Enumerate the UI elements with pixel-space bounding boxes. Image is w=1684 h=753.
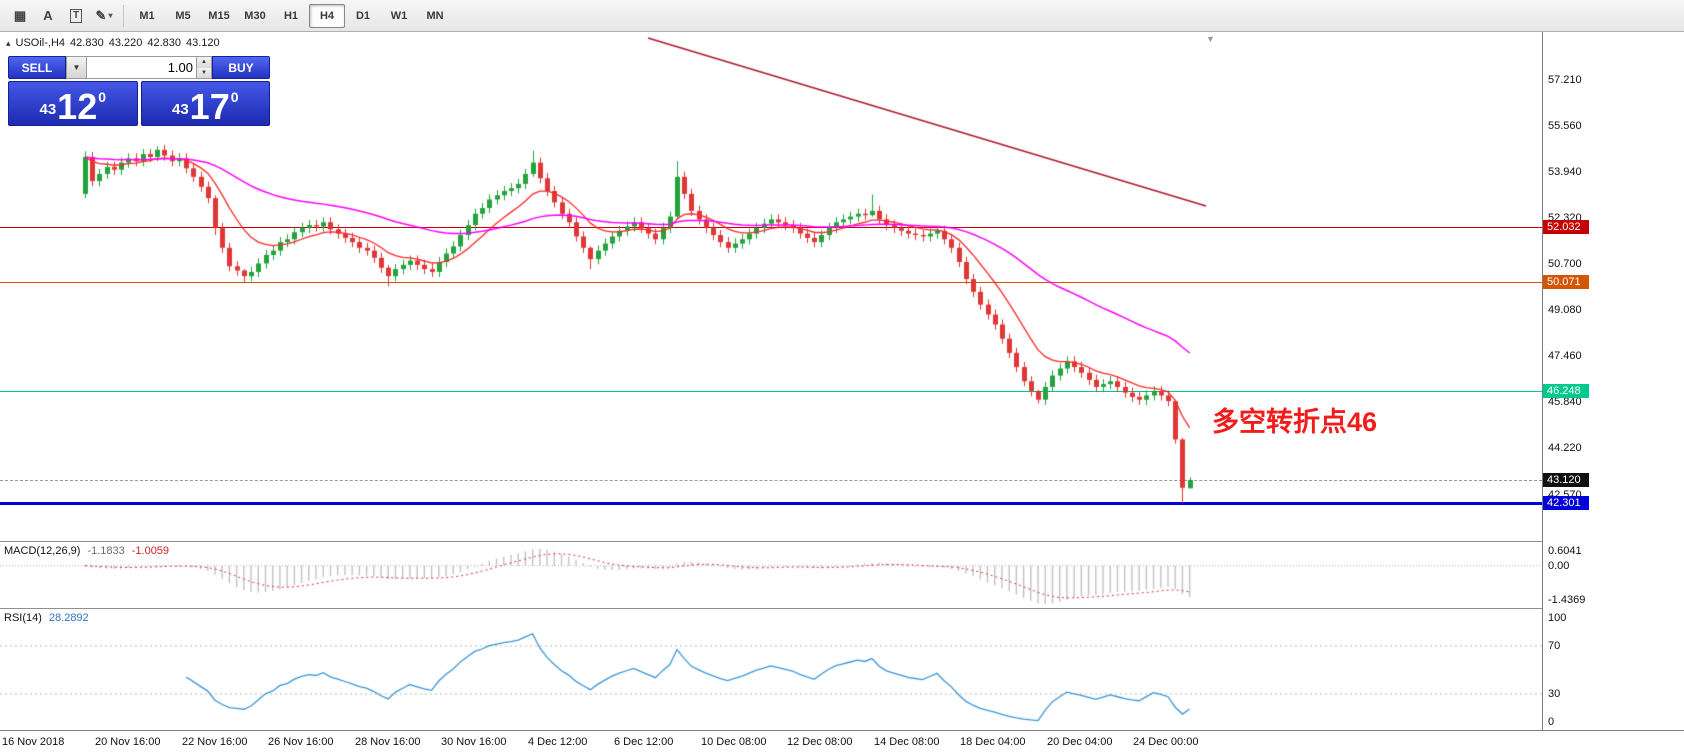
timeframe-MN[interactable]: MN	[426, 9, 444, 22]
chevron-down-icon: ▾	[108, 11, 113, 20]
macd-axis-max: 0.6041	[1548, 545, 1582, 557]
panel-divider-price-macd[interactable]	[0, 541, 1684, 542]
rsi-value: 28.2892	[48, 612, 89, 624]
quote-low: 42.830	[147, 37, 182, 49]
buy-button[interactable]: BUY	[212, 56, 270, 79]
macd-indicator-label: MACD(12,26,9) -1.1833 -1.0059	[4, 545, 169, 557]
quote-close: 43.120	[186, 37, 220, 49]
quote-high: 43.220	[108, 37, 143, 49]
quote-open: 42.830	[70, 37, 104, 49]
time-axis-label: 22 Nov 16:00	[182, 736, 248, 748]
timeframe-W1[interactable]: W1	[390, 9, 408, 22]
price-axis-label: 57.210	[1548, 73, 1582, 86]
quote-line: ▴ USOil-,H4 42.830 43.220 42.830 43.120	[6, 37, 220, 49]
price-axis-label: 50.700	[1548, 258, 1582, 271]
macd-label-text: MACD(12,26,9)	[4, 545, 81, 557]
toolbar: ▦ A T ✎ ▾ M1 M5 M15 M30 H1 H4 D1 W1 MN	[0, 0, 1684, 32]
sell-price-prefix: 43	[39, 101, 57, 118]
chart-annotation-text[interactable]: 多空转折点46	[1212, 407, 1378, 437]
price-axis[interactable]: 0.6041 0.00 -1.4369 100 70 30 0 52.032 50…	[1542, 32, 1684, 730]
timeframe-buttons: M1 M5 M15 M30 H1 H4 D1 W1 MN	[129, 3, 453, 28]
macd-value-signal: -1.0059	[131, 545, 170, 557]
time-axis-label: 24 Dec 00:00	[1133, 736, 1199, 748]
sell-price-display[interactable]: 43 12 0	[8, 81, 138, 126]
price-tag-50.071[interactable]: 50.071	[1543, 275, 1589, 290]
timeframe-H4[interactable]: H4	[309, 3, 345, 28]
volume-down-button[interactable]: ▼	[197, 67, 211, 78]
time-axis-label: 16 Nov 2018	[2, 736, 65, 748]
toolbar-drawing-tools-icon[interactable]: ✎ ▾	[90, 3, 118, 29]
volume-input[interactable]	[87, 56, 197, 79]
time-axis[interactable]: 16 Nov 2018 20 Nov 16:00 22 Nov 16:00 26 No…	[0, 730, 1684, 753]
buy-price-prefix: 43	[171, 101, 189, 118]
toolbar-icon-group: ▦ A T ✎ ▾	[6, 3, 118, 29]
one-click-trading-panel: SELL ▼ ▲ ▼ BUY 43 12 0 43 17 0	[8, 56, 270, 126]
time-axis-label: 10 Dec 08:00	[701, 736, 767, 748]
timeframe-M5[interactable]: M5	[175, 9, 191, 22]
toolbar-grid-icon[interactable]: ▦	[6, 3, 34, 29]
rsi-axis-30: 30	[1548, 688, 1561, 700]
price-tag-42.301[interactable]: 42.301	[1543, 495, 1589, 510]
timeframe-M15[interactable]: M15	[208, 9, 230, 22]
timeframe-D1[interactable]: D1	[355, 9, 371, 22]
panel-divider-macd-rsi[interactable]	[0, 608, 1684, 609]
price-axis-label: 49.080	[1548, 304, 1582, 317]
text-label-icon: A	[43, 8, 53, 23]
buy-price-big: 17	[189, 86, 230, 127]
price-axis-label: 55.560	[1548, 120, 1582, 133]
price-axis-label: 53.940	[1548, 166, 1582, 179]
rsi-label-text: RSI(14)	[4, 612, 42, 624]
time-axis-label: 18 Dec 04:00	[960, 736, 1026, 748]
macd-value-main: -1.1833	[87, 545, 125, 557]
rsi-indicator-label: RSI(14) 28.2892	[4, 612, 89, 624]
macd-axis-min: -1.4369	[1548, 594, 1586, 606]
volume-up-button[interactable]: ▲	[197, 57, 211, 68]
time-axis-label: 20 Nov 16:00	[95, 736, 161, 748]
grid-icon: ▦	[13, 7, 27, 23]
price-axis-label: 45.840	[1548, 396, 1582, 409]
text-box-icon: T	[69, 8, 83, 23]
macd-axis-zero: 0.00	[1548, 559, 1570, 572]
toolbar-text-label-icon[interactable]: A	[34, 3, 62, 29]
one-click-toggle-icon[interactable]: ▴	[6, 37, 11, 48]
rsi-axis-100: 100	[1548, 612, 1567, 624]
price-axis-label: 44.220	[1548, 442, 1582, 455]
rsi-axis-0: 0	[1548, 716, 1555, 728]
timeframe-H1[interactable]: H1	[283, 9, 299, 22]
volume-dropdown-button[interactable]: ▼	[66, 56, 87, 79]
sell-price-sup: 0	[98, 89, 107, 105]
toolbar-text-box-icon[interactable]: T	[62, 3, 90, 29]
time-axis-label: 30 Nov 16:00	[441, 736, 507, 748]
price-axis-label: 47.460	[1548, 350, 1582, 363]
volume-spinner: ▲ ▼	[197, 56, 212, 79]
sell-price-big: 12	[57, 86, 98, 127]
time-axis-label: 12 Dec 08:00	[787, 736, 853, 748]
buy-price-sup: 0	[230, 89, 239, 105]
timeframe-M30[interactable]: M30	[244, 9, 266, 22]
time-axis-label: 6 Dec 12:00	[614, 736, 674, 748]
time-axis-label: 14 Dec 08:00	[874, 736, 940, 748]
toolbar-separator	[123, 4, 124, 27]
price-tag-52.032[interactable]: 52.032	[1543, 219, 1589, 234]
time-axis-label: 28 Nov 16:00	[355, 736, 421, 748]
price-tag-46.248[interactable]: 46.248	[1543, 383, 1589, 398]
time-axis-label: 26 Nov 16:00	[268, 736, 334, 748]
chart-shift-marker-icon: ▼	[1206, 34, 1215, 44]
sell-button[interactable]: SELL	[8, 56, 66, 79]
time-axis-label: 20 Dec 04:00	[1047, 736, 1113, 748]
price-tag-43.120[interactable]: 43.120	[1543, 472, 1589, 487]
symbol-timeframe-label: USOil-,H4	[15, 37, 66, 49]
rsi-axis-70: 70	[1548, 640, 1561, 652]
buy-price-display[interactable]: 43 17 0	[140, 81, 270, 127]
timeframe-M1[interactable]: M1	[139, 9, 155, 22]
time-axis-label: 4 Dec 12:00	[528, 736, 588, 748]
drawing-tools-icon: ✎	[95, 7, 107, 23]
